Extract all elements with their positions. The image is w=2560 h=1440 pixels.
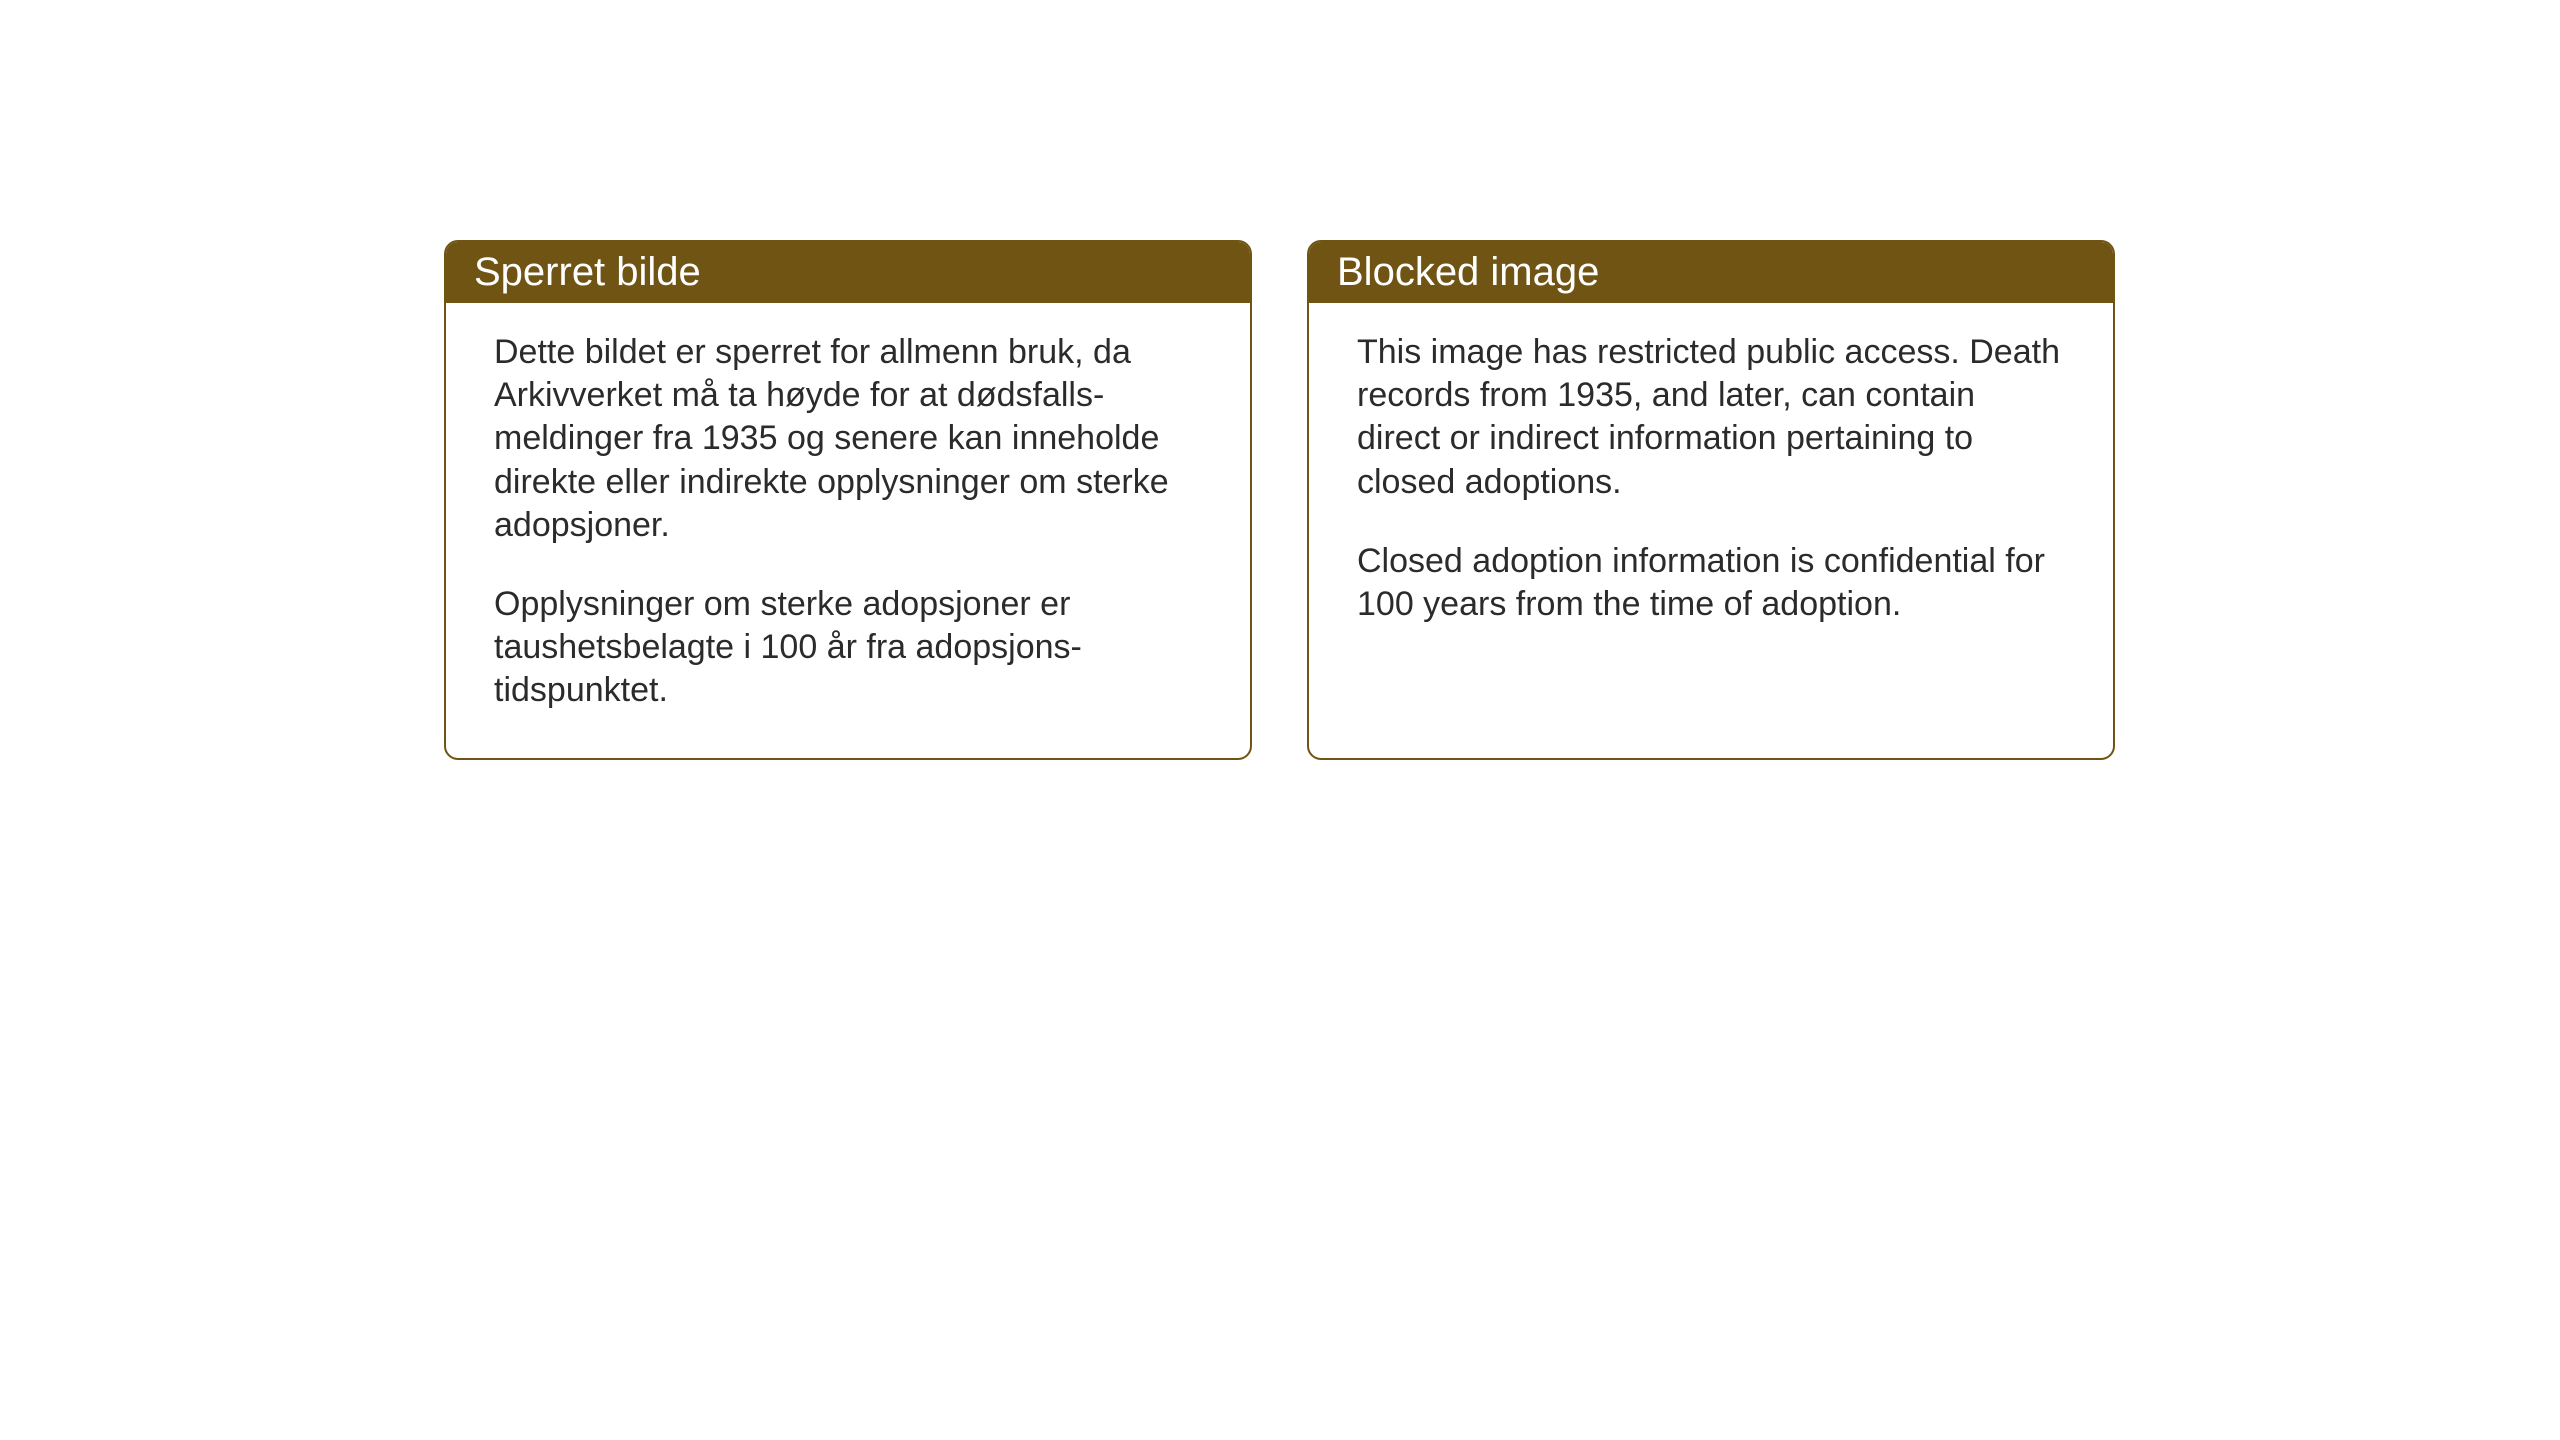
card-title: Sperret bilde	[474, 250, 701, 294]
card-paragraph: Dette bildet er sperret for allmenn bruk…	[494, 331, 1202, 547]
card-paragraph: Opplysninger om sterke adopsjoner er tau…	[494, 583, 1202, 713]
card-paragraph: This image has restricted public access.…	[1357, 331, 2065, 504]
card-paragraph: Closed adoption information is confident…	[1357, 540, 2065, 626]
card-title: Blocked image	[1337, 250, 1599, 294]
notice-cards-container: Sperret bilde Dette bildet er sperret fo…	[444, 240, 2115, 760]
notice-card-norwegian: Sperret bilde Dette bildet er sperret fo…	[444, 240, 1252, 760]
card-body-norwegian: Dette bildet er sperret for allmenn bruk…	[446, 303, 1250, 758]
card-header-norwegian: Sperret bilde	[446, 242, 1250, 303]
card-body-english: This image has restricted public access.…	[1309, 303, 2113, 672]
card-header-english: Blocked image	[1309, 242, 2113, 303]
notice-card-english: Blocked image This image has restricted …	[1307, 240, 2115, 760]
